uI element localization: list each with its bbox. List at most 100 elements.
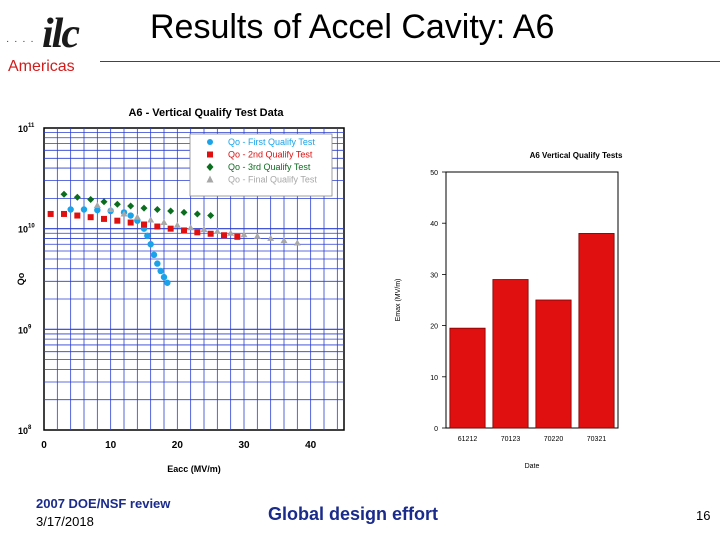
y-tick-label: 50: [430, 170, 438, 177]
data-point-series-2: [127, 219, 134, 226]
data-point-series-3: [153, 206, 161, 214]
data-point-series-2: [154, 223, 161, 230]
footer-tagline: Global design effort: [268, 504, 439, 524]
data-point-series-3: [207, 212, 215, 220]
data-point-series-2: [181, 227, 187, 234]
data-point-series-2: [114, 217, 121, 224]
data-point-series-2: [47, 210, 54, 217]
x-tick-label: 61212: [458, 436, 478, 443]
data-point-series-4: [280, 237, 288, 244]
footer-date: 3/17/2018: [36, 514, 94, 529]
ilc-logo: · · · · ilc Americas: [6, 8, 86, 75]
bar-70220: [535, 299, 572, 429]
legend-marker: [206, 163, 214, 171]
data-point-series-1: [80, 206, 88, 213]
data-point-series-3: [180, 208, 188, 216]
chart-title: A6 Vertical Qualify Tests: [530, 151, 623, 160]
data-point-series-4: [227, 229, 235, 236]
data-point-series-3: [73, 193, 81, 201]
data-point-series-1: [144, 232, 151, 239]
y-axis-label: Emax (MV/m): [395, 279, 402, 322]
data-point-series-1: [147, 241, 154, 248]
footer-review: 2007 DOE/NSF review: [36, 496, 171, 511]
data-point-series-3: [140, 204, 148, 212]
data-point-series-2: [101, 215, 107, 222]
emax-bar-chart: A6 Vertical Qualify Tests 0 10 20 30 40 50 Emax…: [395, 151, 623, 470]
data-point-series-4: [240, 231, 248, 238]
data-point-series-1: [127, 212, 134, 219]
data-point-series-2: [234, 233, 241, 240]
data-point-series-1: [94, 206, 101, 214]
data-point-series-4: [147, 216, 155, 223]
y-tick-label: 108: [18, 425, 32, 436]
data-point-series-1: [154, 260, 161, 267]
title-divider: [100, 61, 720, 62]
data-point-series-4: [133, 213, 141, 220]
legend-marker: [206, 175, 214, 183]
y-tick-label: 30: [430, 272, 438, 279]
data-point-series-4: [253, 232, 261, 239]
data-point-series-3: [113, 200, 121, 208]
data-point-series-4: [160, 219, 168, 226]
data-point-series-1: [67, 206, 74, 213]
data-point-series-3: [193, 210, 201, 218]
data-point-series-4: [173, 221, 181, 228]
x-tick-label: 0: [41, 440, 47, 451]
legend-marker: [207, 151, 213, 158]
data-point-series-4: [293, 239, 301, 246]
data-point-series-1: [160, 273, 168, 281]
legend-marker: [207, 139, 213, 145]
data-point-series-2: [221, 232, 227, 239]
qo-vs-eacc-chart: A6 - Vertical Qualify Test Data 0 10 20 30 40…: [16, 107, 345, 474]
data-point-series-1: [164, 279, 171, 286]
logo-region: Americas: [8, 58, 75, 75]
data-point-series-2: [87, 214, 94, 221]
x-tick-label: 40: [305, 440, 317, 451]
x-tick-label: 20: [172, 440, 184, 451]
legend-label: Qo - First Qualify Test: [228, 137, 315, 147]
y-tick-label: 20: [430, 324, 438, 331]
page-number: 16: [696, 508, 711, 523]
data-point-series-2: [61, 210, 67, 217]
bar-61212: [449, 327, 486, 429]
bar-70123: [492, 279, 529, 429]
data-point-series-3: [127, 202, 135, 210]
data-point-series-2: [207, 230, 214, 237]
data-point-series-2: [167, 225, 174, 232]
x-tick-label: 70123: [501, 436, 521, 443]
logo-mark: ilc: [42, 11, 80, 57]
y-tick-label: 1010: [18, 224, 35, 235]
data-point-series-3: [87, 195, 95, 203]
x-tick-label: 70321: [587, 436, 607, 443]
y-axis-label: Qo: [16, 272, 26, 285]
data-point-series-4: [200, 226, 208, 233]
data-point-series-4: [213, 227, 221, 234]
y-tick-label: 0: [434, 426, 438, 433]
legend-label: Qo - 3rd Qualify Test: [228, 162, 311, 172]
data-point-series-3: [167, 207, 175, 215]
x-tick-label: 10: [105, 440, 117, 451]
x-tick-label: 70220: [544, 436, 564, 443]
x-tick-label: 30: [238, 440, 250, 451]
y-tick-label: 109: [18, 324, 32, 335]
y-tick-label: 10: [430, 375, 438, 382]
x-axis-label: Date: [525, 463, 540, 470]
logo-dots: · · · ·: [6, 36, 35, 47]
data-point-series-2: [74, 212, 81, 219]
chart-title: A6 - Vertical Qualify Test Data: [128, 107, 284, 119]
data-point-series-1: [157, 267, 164, 275]
data-point-series-3: [100, 198, 108, 206]
data-point-series-4: [267, 234, 275, 241]
bar-70321: [578, 233, 615, 429]
legend-box: [189, 133, 333, 197]
data-point-series-2: [194, 229, 201, 236]
x-axis-label: Eacc (MV/m): [167, 464, 221, 474]
data-point-series-4: [120, 210, 128, 217]
y-tick-label: 1011: [18, 123, 35, 134]
data-point-series-4: [107, 206, 115, 213]
chart-legend: Qo - First Qualify Test Qo - 2nd Qualify …: [189, 133, 333, 197]
data-point-series-4: [93, 201, 101, 208]
data-point-series-1: [150, 251, 158, 259]
data-point-series-4: [187, 224, 195, 231]
data-point-series-3: [60, 190, 68, 198]
